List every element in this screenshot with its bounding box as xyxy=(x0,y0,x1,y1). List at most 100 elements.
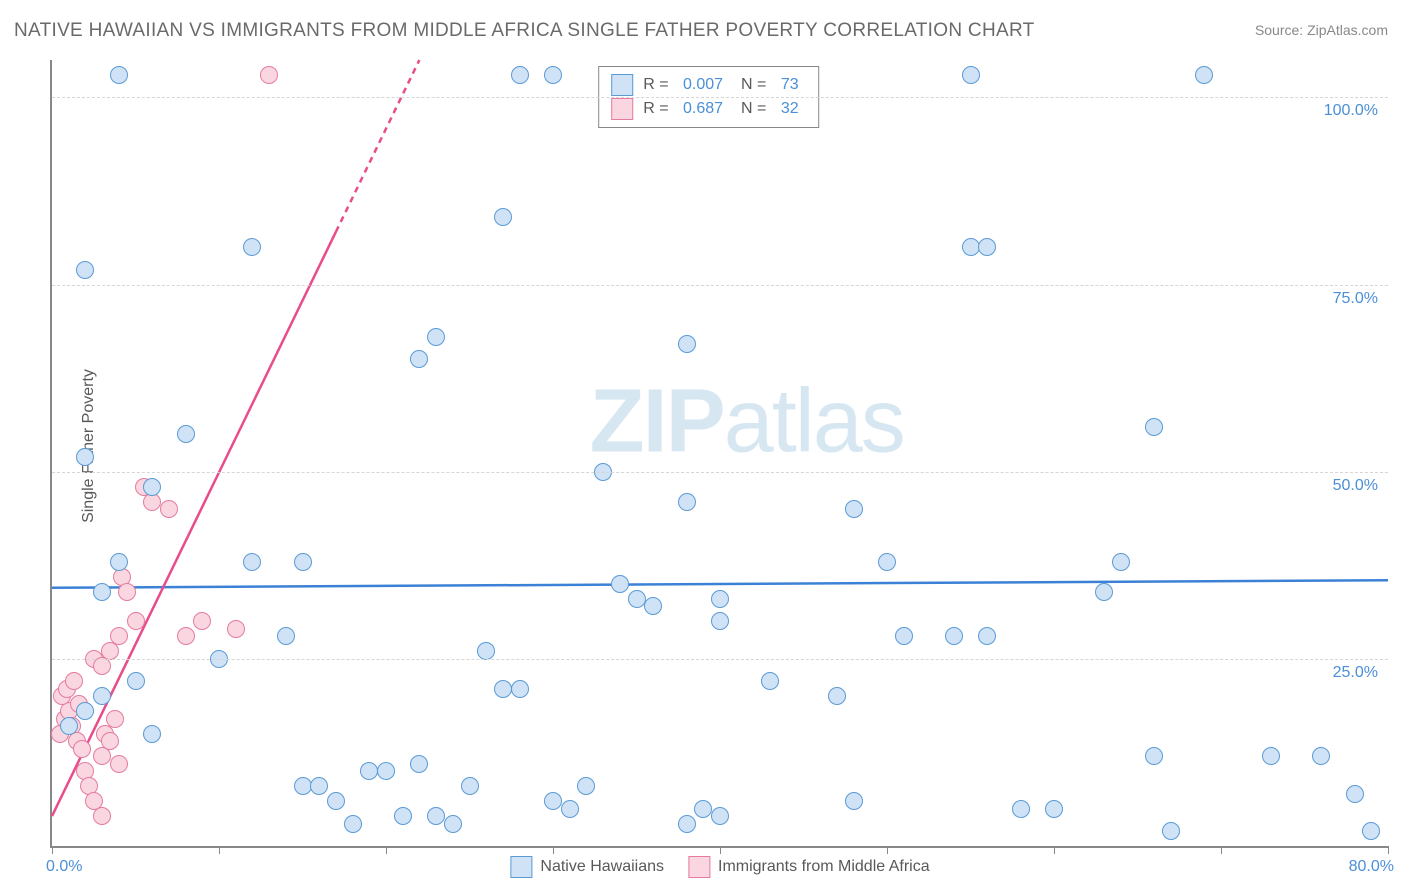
data-point xyxy=(1095,583,1113,601)
data-point xyxy=(277,627,295,645)
data-point xyxy=(878,553,896,571)
data-point xyxy=(561,800,579,818)
data-point xyxy=(978,238,996,256)
data-point xyxy=(110,627,128,645)
source-label: Source: ZipAtlas.com xyxy=(1255,22,1388,38)
data-point xyxy=(761,672,779,690)
data-point xyxy=(410,755,428,773)
data-point xyxy=(1312,747,1330,765)
data-point xyxy=(294,777,312,795)
legend-blue-label: Native Hawaiians xyxy=(540,858,664,876)
gridline xyxy=(52,97,1388,98)
data-point xyxy=(895,627,913,645)
data-point xyxy=(143,725,161,743)
data-point xyxy=(1145,418,1163,436)
data-point xyxy=(344,815,362,833)
data-point xyxy=(678,815,696,833)
data-point xyxy=(628,590,646,608)
data-point xyxy=(160,500,178,518)
x-start-label: 0.0% xyxy=(46,858,82,876)
data-point xyxy=(427,807,445,825)
swatch-pink-icon xyxy=(688,856,710,878)
data-point xyxy=(577,777,595,795)
data-point xyxy=(193,612,211,630)
data-point xyxy=(76,702,94,720)
data-point xyxy=(127,612,145,630)
data-point xyxy=(678,335,696,353)
data-point xyxy=(93,687,111,705)
data-point xyxy=(694,800,712,818)
data-point xyxy=(294,553,312,571)
data-point xyxy=(143,478,161,496)
swatch-pink-icon xyxy=(611,98,633,120)
data-point xyxy=(678,493,696,511)
xtick xyxy=(219,846,220,854)
xtick xyxy=(1221,846,1222,854)
data-point xyxy=(1145,747,1163,765)
xtick xyxy=(52,846,53,854)
stats-row-blue: R = 0.007 N = 73 xyxy=(611,73,806,97)
data-point xyxy=(65,672,83,690)
data-point xyxy=(410,350,428,368)
xtick xyxy=(1054,846,1055,854)
data-point xyxy=(110,66,128,84)
data-point xyxy=(611,575,629,593)
data-point xyxy=(828,687,846,705)
data-point xyxy=(962,238,980,256)
data-point xyxy=(127,672,145,690)
ytick-label: 50.0% xyxy=(1333,477,1378,495)
data-point xyxy=(73,740,91,758)
scatter-dots xyxy=(52,60,1388,846)
data-point xyxy=(644,597,662,615)
data-point xyxy=(360,762,378,780)
data-point xyxy=(327,792,345,810)
gridline xyxy=(52,659,1388,660)
gridline xyxy=(52,472,1388,473)
data-point xyxy=(93,807,111,825)
legend-pink-label: Immigrants from Middle Africa xyxy=(718,858,930,876)
data-point xyxy=(845,500,863,518)
data-point xyxy=(1112,553,1130,571)
data-point xyxy=(511,680,529,698)
stats-row-pink: R = 0.687 N = 32 xyxy=(611,97,806,121)
xtick xyxy=(553,846,554,854)
n-value-blue: 73 xyxy=(781,73,799,97)
data-point xyxy=(243,238,261,256)
data-point xyxy=(76,261,94,279)
data-point xyxy=(110,755,128,773)
n-value-pink: 32 xyxy=(781,97,799,121)
data-point xyxy=(477,642,495,660)
chart-title: NATIVE HAWAIIAN VS IMMIGRANTS FROM MIDDL… xyxy=(14,20,1035,42)
data-point xyxy=(177,425,195,443)
data-point xyxy=(544,66,562,84)
data-point xyxy=(945,627,963,645)
data-point xyxy=(260,66,278,84)
data-point xyxy=(511,66,529,84)
swatch-blue-icon xyxy=(611,74,633,96)
data-point xyxy=(177,627,195,645)
data-point xyxy=(544,792,562,810)
data-point xyxy=(711,590,729,608)
data-point xyxy=(494,208,512,226)
plot-area: ZIPatlas R = 0.007 N = 73 R = 0.687 N = … xyxy=(50,60,1388,848)
data-point xyxy=(978,627,996,645)
data-point xyxy=(1195,66,1213,84)
series-legend: Native Hawaiians Immigrants from Middle … xyxy=(510,856,929,878)
data-point xyxy=(93,583,111,601)
data-point xyxy=(1346,785,1364,803)
data-point xyxy=(106,710,124,728)
data-point xyxy=(1162,822,1180,840)
data-point xyxy=(461,777,479,795)
ytick-label: 75.0% xyxy=(1333,290,1378,308)
data-point xyxy=(1262,747,1280,765)
data-point xyxy=(118,583,136,601)
xtick xyxy=(887,846,888,854)
data-point xyxy=(101,732,119,750)
data-point xyxy=(60,717,78,735)
data-point xyxy=(227,620,245,638)
data-point xyxy=(711,807,729,825)
data-point xyxy=(427,328,445,346)
data-point xyxy=(962,66,980,84)
data-point xyxy=(444,815,462,833)
r-value-blue: 0.007 xyxy=(683,73,723,97)
